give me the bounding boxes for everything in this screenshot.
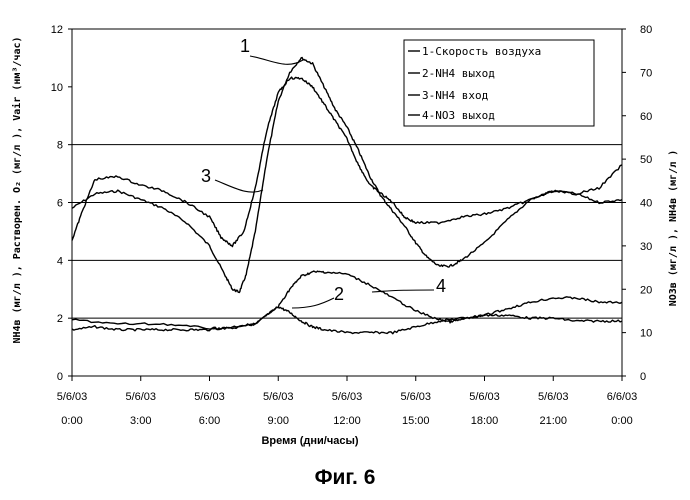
x-tick-label-time: 9:00 <box>268 415 289 427</box>
callout-label-2: 2 <box>334 284 344 304</box>
x-tick-label-date: 5/6/03 <box>538 391 569 403</box>
y-tick-label-right: 10 <box>640 328 652 340</box>
series-line-4 <box>72 271 622 329</box>
y-tick-label-right: 40 <box>640 198 652 210</box>
x-tick-label-time: 3:00 <box>130 415 151 427</box>
y-tick-label-left: 6 <box>57 198 63 210</box>
y-tick-label-left: 12 <box>51 24 63 36</box>
y-tick-label-left: 10 <box>51 82 63 94</box>
x-tick-label-date: 6/6/03 <box>607 391 638 403</box>
y-tick-label-right: 20 <box>640 284 652 296</box>
callout-label-4: 4 <box>436 276 446 296</box>
legend-entry-4: 4-NO3 выход <box>422 109 495 122</box>
x-axis-label: Время (дни/часы) <box>261 435 358 447</box>
figure-caption: Фиг. 6 <box>0 466 690 490</box>
y-tick-label-left: 8 <box>57 140 63 152</box>
y-tick-label-right: 60 <box>640 111 652 123</box>
callout-leader-1 <box>250 56 303 64</box>
x-tick-label-date: 5/6/03 <box>263 391 294 403</box>
series-line-2 <box>72 307 622 334</box>
callout-leader-4 <box>372 290 434 292</box>
x-tick-label-time: 12:00 <box>333 415 361 427</box>
y-tick-label-right: 50 <box>640 154 652 166</box>
callout-label-1: 1 <box>240 36 250 56</box>
chart: 024681012 01020304050607080 5/6/030:005/… <box>0 0 690 460</box>
legend: 1-Скорость воздуха 2-NH4 выход 3-NH4 вхо… <box>404 40 594 126</box>
x-tick-label-time: 21:00 <box>539 415 567 427</box>
y-tick-label-left: 4 <box>57 255 63 267</box>
y-ticks-left: 0 2 4 6 8 10 12 <box>51 24 72 383</box>
y-tick-label-right: 70 <box>640 67 652 79</box>
legend-entry-3: 3-NH4 вход <box>422 89 489 102</box>
grid-lines <box>72 145 622 318</box>
x-tick-label-time: 18:00 <box>471 415 499 427</box>
x-tick-label-date: 5/6/03 <box>57 391 88 403</box>
x-tick-label-date: 5/6/03 <box>332 391 363 403</box>
callout-leader-2 <box>292 298 334 308</box>
y-tick-label-left: 2 <box>57 313 63 325</box>
legend-entry-2: 2-NH4 выход <box>422 67 495 80</box>
x-tick-label-time: 0:00 <box>611 415 632 427</box>
y-tick-label-left: 0 <box>57 371 63 383</box>
x-tick-label-time: 15:00 <box>402 415 430 427</box>
callout-label-3: 3 <box>201 166 211 186</box>
y-axis-label-left: NH4в (мг/л ), Растворен. O₂ (мг/л ), Vai… <box>11 36 23 343</box>
x-tick-label-time: 0:00 <box>61 415 82 427</box>
y-tick-label-right: 80 <box>640 24 652 36</box>
x-tick-label-date: 5/6/03 <box>194 391 225 403</box>
legend-entry-1: 1-Скорость воздуха <box>422 45 541 58</box>
y-ticks-right: 0 10 20 30 40 50 60 70 80 <box>622 24 652 383</box>
x-ticks: 5/6/03 0:00 5/6/03 3:00 5/6/03 6:00 5/6/03 9:00… <box>57 376 638 427</box>
x-tick-label-date: 5/6/03 <box>469 391 500 403</box>
x-tick-label-date: 5/6/03 <box>125 391 156 403</box>
y-tick-label-right: 0 <box>640 371 646 383</box>
callouts <box>215 56 434 308</box>
x-tick-label-date: 5/6/03 <box>400 391 431 403</box>
x-tick-label-time: 6:00 <box>199 415 220 427</box>
y-tick-label-right: 30 <box>640 241 652 253</box>
y-axis-label-right: NO3в (мг/л ), NH4в (мг/л ) <box>668 150 679 307</box>
